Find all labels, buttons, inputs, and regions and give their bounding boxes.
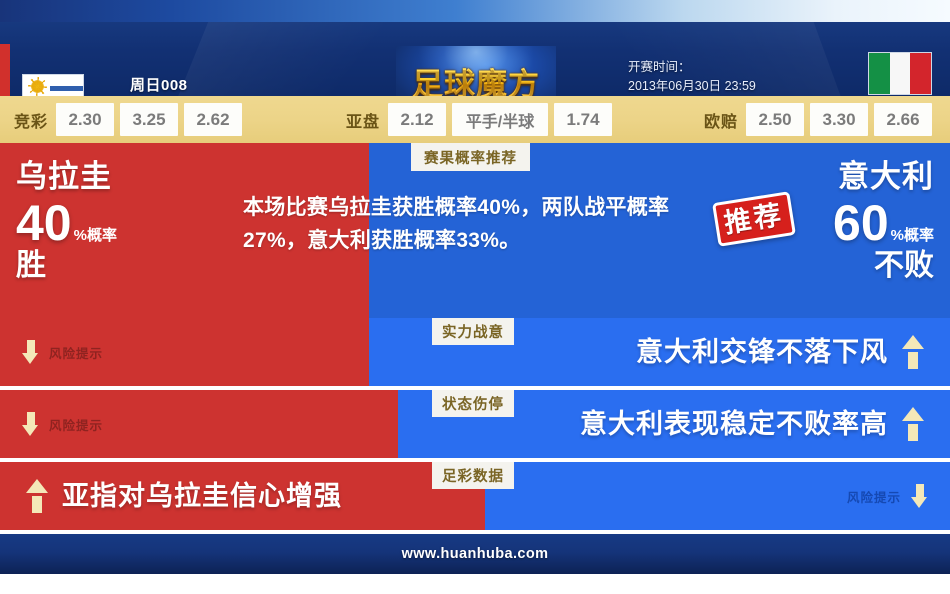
kickoff-info: 开赛时间： 2013年06月30日 23:59	[628, 58, 838, 96]
odds-cell-yapan-handicap[interactable]: 平手/半球	[452, 103, 549, 136]
header-red-accent	[0, 44, 10, 96]
row3-headline-text: 亚指对乌拉圭信心增强	[62, 481, 342, 511]
arrow-up-icon	[900, 407, 926, 441]
match-number: 周日008	[130, 77, 188, 94]
sun-of-may-icon	[28, 77, 47, 96]
away-team-probability: 意大利 60 %概率 不败	[694, 159, 934, 283]
away-team-name: 意大利	[838, 159, 934, 194]
odds-cell-oupei-home[interactable]: 2.50	[746, 103, 805, 136]
row1-tag: 实力战意	[432, 318, 514, 345]
arrow-down-icon	[911, 484, 928, 508]
arrow-up-icon	[900, 335, 926, 369]
row3-red-half	[0, 462, 485, 530]
odds-cell-yapan-away[interactable]: 1.74	[554, 103, 613, 136]
odds-cell-jingcai-draw[interactable]: 3.25	[120, 103, 179, 136]
band-right-blue-panel	[369, 143, 950, 318]
factor-rows: 实力战意 风险提示 意大利交锋不落下风 状态伤停 风险提示 意大利表现稳定不败率…	[0, 318, 950, 534]
odds-label-yapan: 亚盘	[346, 113, 381, 131]
factor-row: 实力战意 风险提示 意大利交锋不落下风	[0, 318, 950, 386]
home-team-percent-suffix: %概率	[73, 227, 117, 244]
row3-right-note: 风险提示	[847, 484, 928, 508]
odds-group-oupei: 欧赔 2.50 3.30 2.66	[704, 103, 938, 136]
band-left-red-panel	[0, 143, 369, 318]
row1-left-note: 风险提示	[22, 340, 103, 364]
recommend-stamp-text: 推荐	[722, 199, 786, 239]
arrow-up-icon	[24, 479, 50, 513]
row2-left-note: 风险提示	[22, 412, 103, 436]
odds-cell-oupei-draw[interactable]: 3.30	[810, 103, 869, 136]
logo-glow	[416, 46, 536, 96]
row1-left-note-text: 风险提示	[49, 346, 104, 361]
probability-band: 赛果概率推荐 乌拉圭 40 %概率 胜 本场比赛乌拉圭获胜概率40%，两队战平概…	[0, 143, 950, 318]
odds-label-oupei: 欧赔	[704, 113, 739, 131]
site-footer: www.huanhuba.com	[0, 534, 950, 574]
home-team-percent: 40	[16, 195, 72, 251]
odds-group-jingcai: 竞彩 2.30 3.25 2.62	[14, 103, 248, 136]
row2-red-half	[0, 390, 398, 458]
away-team-percent: 60	[833, 195, 889, 251]
kickoff-label: 开赛时间：	[628, 60, 691, 74]
row1-headline-text: 意大利交锋不落下风	[636, 337, 888, 367]
band-badge: 赛果概率推荐	[411, 143, 530, 171]
footer-url[interactable]: www.huanhuba.com	[401, 546, 549, 562]
bottom-padding	[0, 574, 950, 594]
row3-right-note-text: 风险提示	[846, 490, 901, 505]
home-team-outcome: 胜	[16, 249, 46, 282]
arrow-down-icon	[22, 412, 39, 436]
row1-red-half	[0, 318, 369, 386]
odds-bar: 竞彩 2.30 3.25 2.62 亚盘 2.12 平手/半球 1.74 欧赔 …	[0, 96, 950, 143]
odds-group-yapan: 亚盘 2.12 平手/半球 1.74	[346, 103, 618, 136]
row3-headline: 亚指对乌拉圭信心增强	[24, 476, 342, 516]
row2-tag: 状态伤停	[432, 390, 514, 417]
odds-cell-yapan-home[interactable]: 2.12	[388, 103, 447, 136]
odds-cell-jingcai-home[interactable]: 2.30	[56, 103, 115, 136]
probability-summary-text: 本场比赛乌拉圭获胜概率40%，两队战平概率27%，意大利获胜概率33%。	[243, 196, 670, 252]
away-team-outcome: 不败	[874, 249, 934, 282]
factor-row: 状态伤停 风险提示 意大利表现稳定不败率高	[0, 390, 950, 458]
row1-headline: 意大利交锋不落下风	[636, 332, 926, 372]
uruguay-flag-icon	[22, 74, 84, 96]
row3-blue-half	[485, 462, 950, 530]
home-team-name: 乌拉圭	[16, 159, 112, 194]
kickoff-time: 2013年06月30日 23:59	[628, 79, 756, 93]
factor-row: 足彩数据 亚指对乌拉圭信心增强 风险提示	[0, 462, 950, 530]
row3-tag: 足彩数据	[432, 462, 514, 489]
arrow-down-icon	[22, 340, 39, 364]
away-team-percent-suffix: %概率	[890, 227, 934, 244]
site-logo[interactable]: 足球魔方	[396, 46, 556, 96]
row2-left-note-text: 风险提示	[49, 418, 104, 433]
odds-cell-oupei-away[interactable]: 2.66	[874, 103, 933, 136]
odds-label-jingcai: 竞彩	[14, 113, 49, 131]
row2-headline-text: 意大利表现稳定不败率高	[580, 409, 888, 439]
row2-headline: 意大利表现稳定不败率高	[580, 404, 926, 444]
home-team-probability: 乌拉圭 40 %概率 胜	[16, 159, 216, 283]
match-header: 周日008 足球魔方 开赛时间： 2013年06月30日 23:59	[0, 22, 950, 96]
odds-cell-jingcai-away[interactable]: 2.62	[184, 103, 243, 136]
italy-flag-icon	[868, 52, 932, 95]
logo-text: 足球魔方	[396, 59, 556, 96]
top-gradient-strip	[0, 0, 950, 22]
